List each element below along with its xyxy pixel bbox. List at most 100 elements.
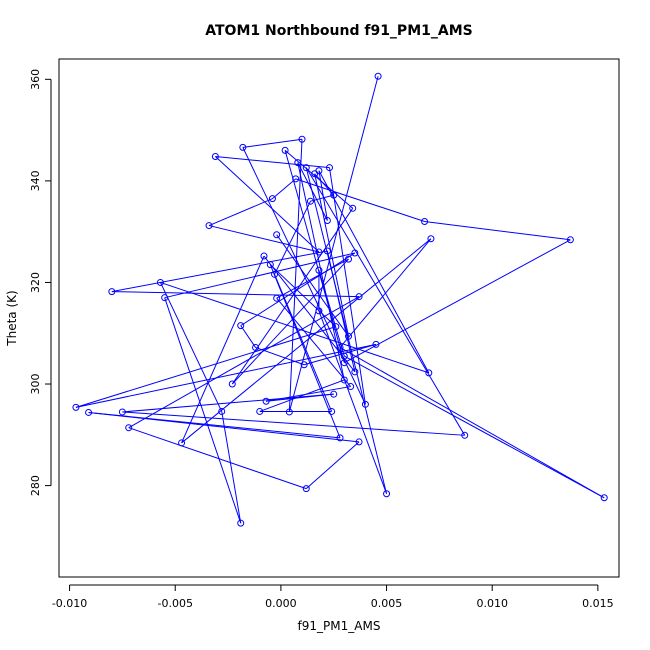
series-segment — [122, 393, 334, 413]
data-point — [340, 376, 348, 384]
x-axis-label: f91_PM1_AMS — [298, 619, 381, 633]
data-point — [205, 222, 213, 230]
chart-title: ATOM1 Northbound f91_PM1_AMS — [205, 23, 472, 39]
data-point — [427, 235, 435, 243]
series-segment — [221, 411, 242, 524]
data-point — [237, 519, 245, 527]
data-point — [383, 490, 391, 498]
series-segment — [240, 325, 256, 348]
x-tick-label: 0.015 — [582, 597, 614, 610]
data-point — [273, 294, 281, 302]
data-point — [325, 164, 333, 172]
data-point — [349, 204, 357, 212]
series-segment — [276, 258, 349, 299]
data-point — [85, 408, 93, 416]
data-point — [461, 431, 469, 439]
data-point — [340, 359, 348, 367]
data-point — [211, 153, 219, 161]
series-segment — [128, 296, 360, 429]
data-point — [156, 278, 164, 286]
series-segment — [164, 252, 355, 299]
data-point — [311, 170, 319, 178]
data-point — [256, 407, 264, 415]
data-point — [323, 216, 331, 224]
series-segment — [231, 208, 354, 385]
data-point — [372, 340, 380, 348]
series-lines — [75, 76, 605, 524]
data-point — [228, 380, 236, 388]
series-segment — [276, 297, 352, 387]
data-point — [345, 255, 353, 263]
data-point — [237, 322, 245, 330]
data-point — [330, 390, 338, 398]
y-tick-label: 340 — [29, 170, 42, 191]
data-point — [262, 397, 270, 405]
data-point — [351, 249, 359, 257]
data-point — [315, 307, 323, 315]
series-segment — [242, 138, 303, 148]
series-segment — [318, 170, 430, 374]
y-tick-label: 320 — [29, 272, 42, 293]
series-segment — [269, 264, 337, 327]
x-tick-label: 0.000 — [265, 597, 297, 610]
data-point — [292, 175, 300, 183]
series-segment — [288, 139, 303, 412]
y-tick-label: 300 — [29, 374, 42, 395]
data-point — [345, 332, 353, 340]
data-point — [294, 159, 302, 167]
series-segment — [274, 200, 311, 275]
series-segment — [305, 167, 466, 436]
series-segment — [263, 255, 356, 373]
data-point — [332, 323, 340, 331]
data-point — [355, 293, 363, 301]
x-tick-label: -0.005 — [157, 597, 192, 610]
x-tick-label: -0.010 — [52, 597, 87, 610]
data-point — [118, 408, 126, 416]
series-segment — [344, 355, 605, 499]
data-point — [239, 143, 247, 151]
data-point — [351, 368, 359, 376]
series-segment — [240, 252, 356, 327]
series-segment — [231, 258, 349, 385]
series-segment — [305, 167, 388, 494]
data-point — [374, 72, 382, 80]
series-segment — [159, 282, 223, 412]
series-segment — [314, 173, 349, 337]
series-segment — [111, 291, 360, 298]
data-point — [72, 403, 80, 411]
data-point — [306, 197, 314, 205]
data-point — [600, 494, 608, 502]
series-segment — [272, 178, 297, 200]
series-points — [72, 72, 608, 527]
series-segment — [274, 274, 333, 412]
series-segment — [344, 239, 571, 364]
plot-frame — [58, 58, 620, 578]
series-segment — [259, 379, 345, 412]
data-point — [340, 352, 348, 360]
series-segment — [215, 156, 330, 169]
data-point — [161, 294, 169, 302]
data-point — [323, 247, 331, 255]
data-point — [566, 236, 574, 244]
series-segment — [269, 264, 341, 439]
series-segment — [303, 343, 377, 366]
series-segment — [255, 346, 305, 366]
data-point — [285, 408, 293, 416]
data-point — [125, 424, 133, 432]
data-point — [315, 248, 323, 256]
y-tick-label: 360 — [29, 69, 42, 90]
data-point — [425, 369, 433, 377]
series-segment — [424, 221, 571, 241]
x-tick-label: 0.005 — [371, 597, 403, 610]
data-point — [218, 407, 226, 415]
series-segment — [111, 250, 328, 293]
x-tick-label: 0.010 — [476, 597, 508, 610]
data-point — [108, 288, 116, 296]
data-point — [273, 231, 281, 239]
data-point — [281, 146, 289, 154]
data-point — [178, 439, 186, 447]
series-segment — [208, 225, 320, 253]
series-segment — [314, 173, 335, 196]
data-point — [328, 407, 336, 415]
